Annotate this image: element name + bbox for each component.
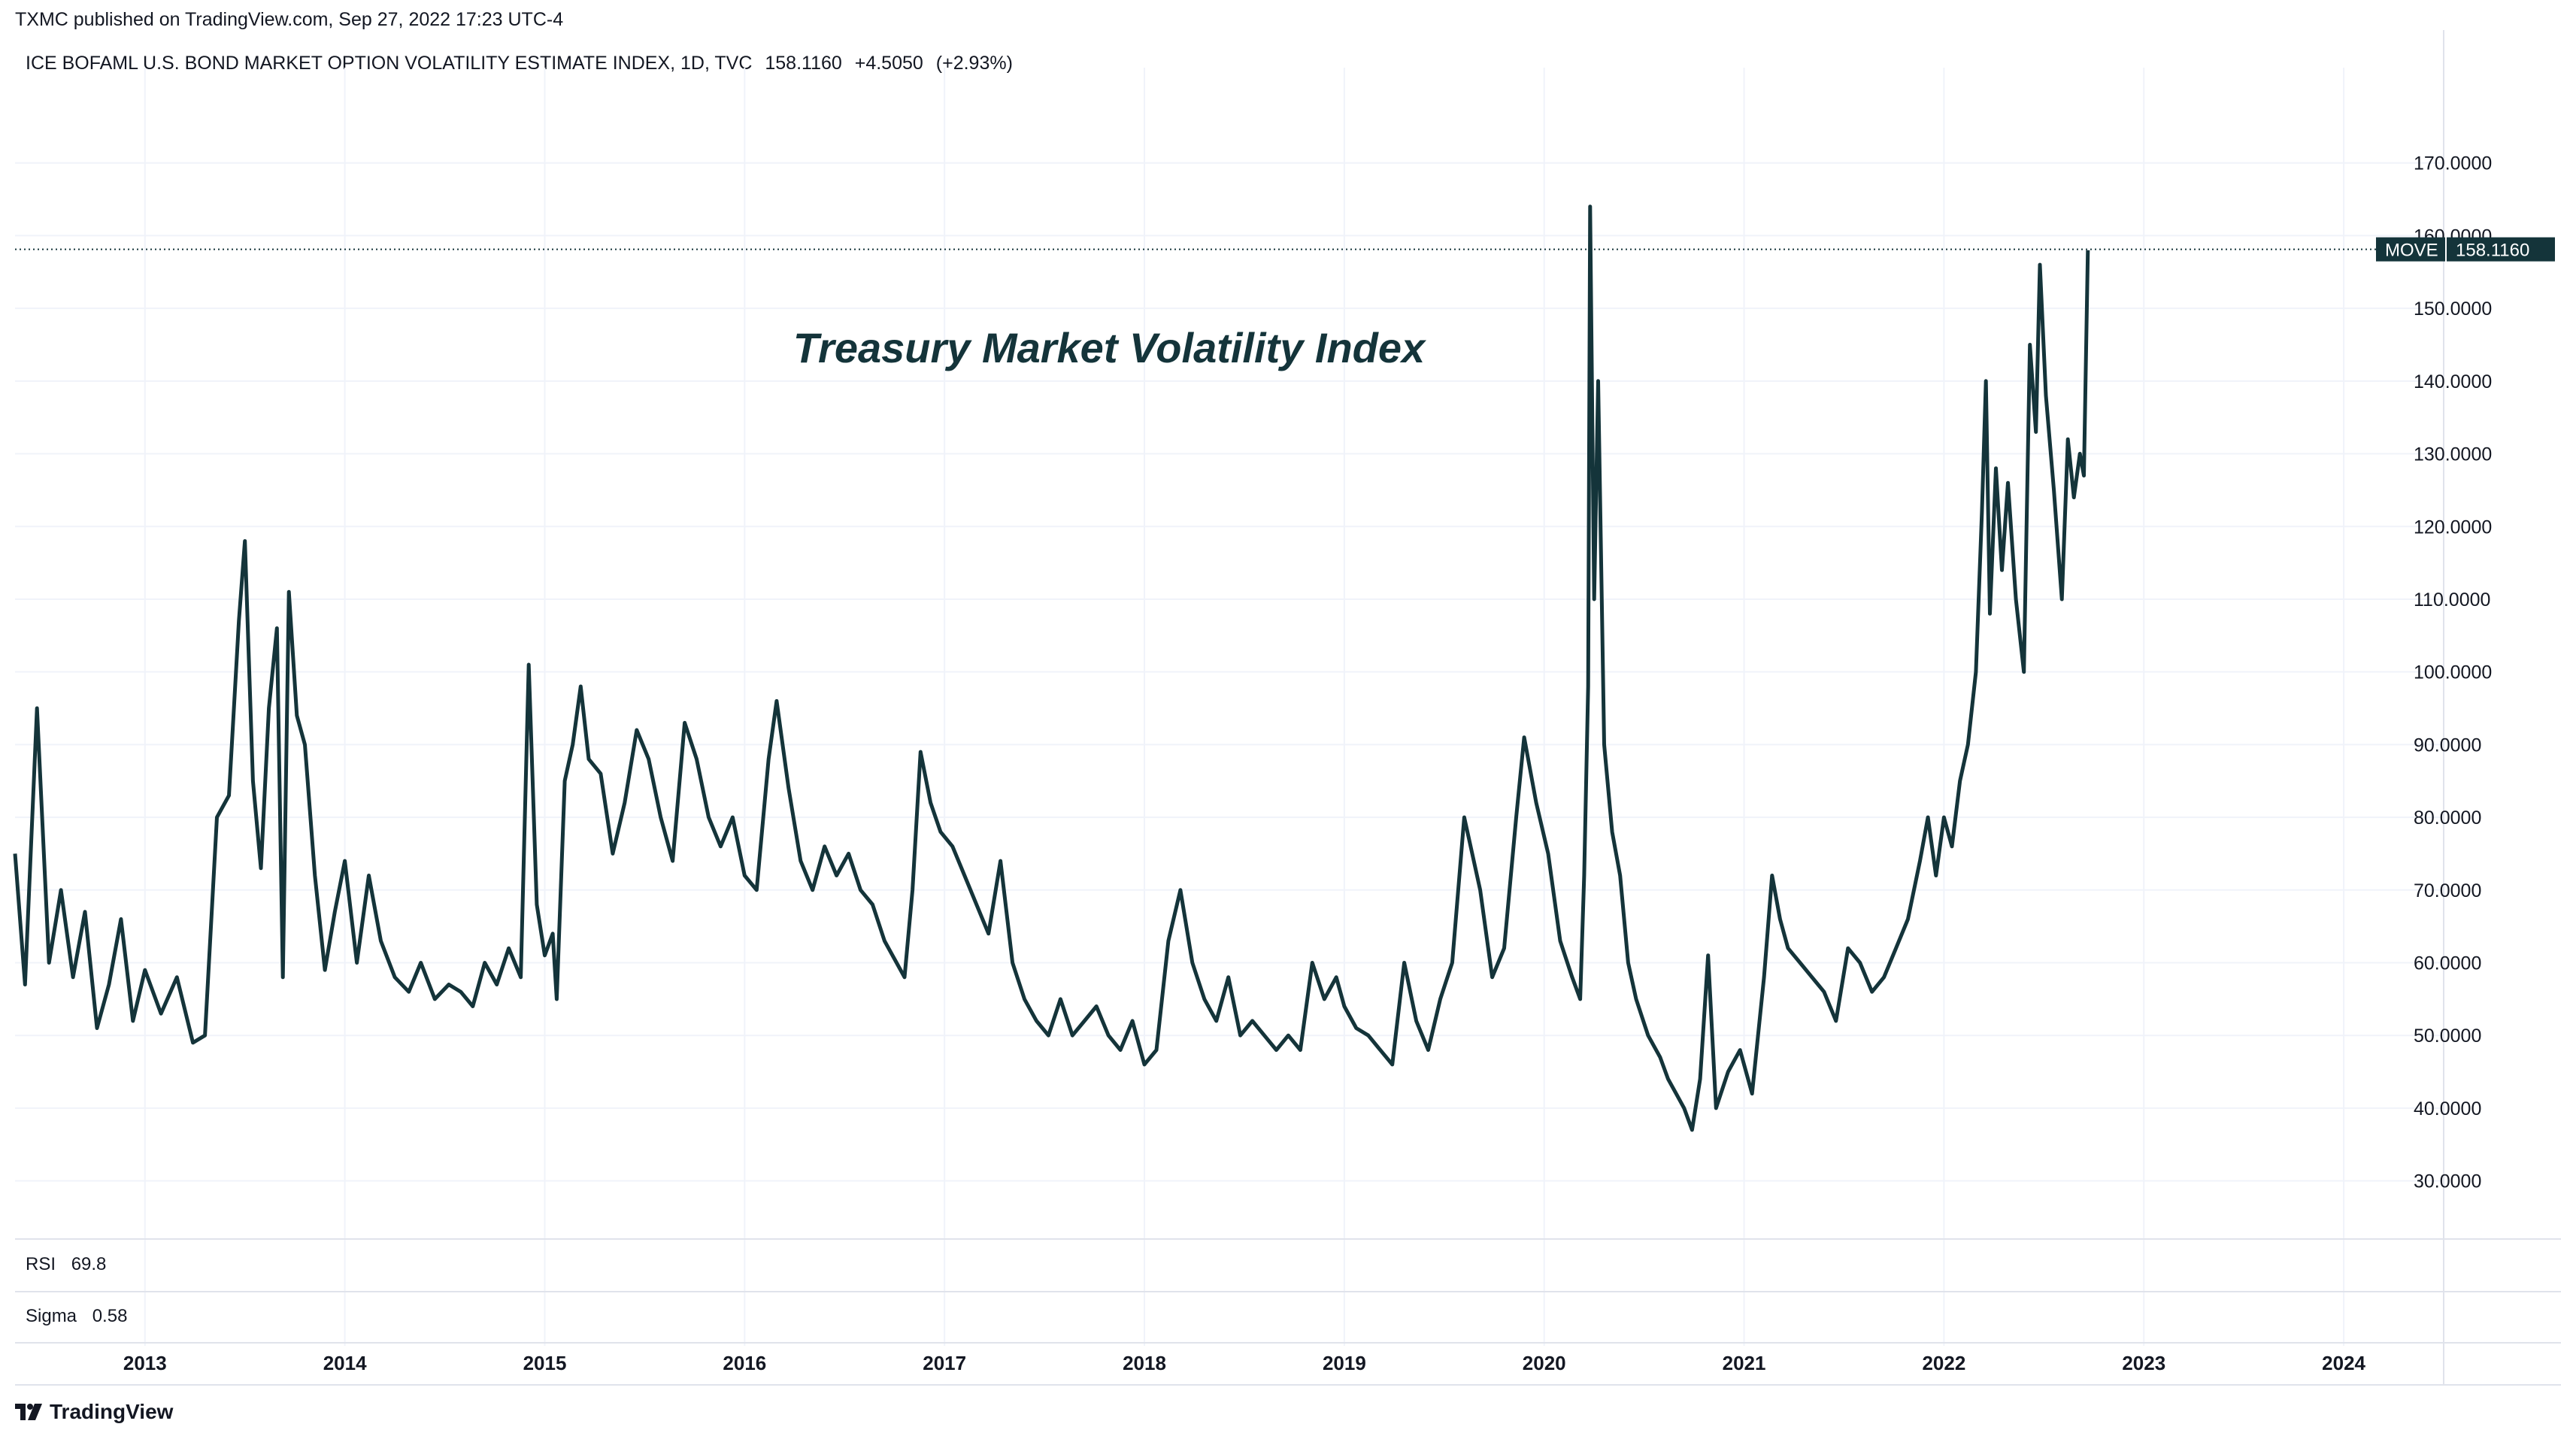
x-tick-label: 2018 [1123,1352,1166,1374]
price-tag-symbol-bg [2376,237,2445,262]
x-tick-label: 2024 [2322,1352,2365,1374]
rsi-legend[interactable]: RSI 69.8 [26,1254,117,1275]
price-tag-value: 158.1160 [2456,241,2529,261]
x-tick-label: 2016 [723,1352,766,1374]
symbol-name[interactable]: ICE BOFAML U.S. BOND MARKET OPTION VOLAT… [26,53,753,74]
price-change: +4.5050 [854,53,923,74]
sigma-legend[interactable]: Sigma 0.58 [26,1306,138,1327]
y-tick-label: 80.0000 [2414,807,2481,829]
x-tick-label: 2015 [523,1352,567,1374]
y-tick-label: 140.0000 [2414,371,2492,392]
price-change-percent: (+2.93%) [935,53,1013,74]
y-tick-label: 130.0000 [2414,444,2492,465]
y-tick-label: 30.0000 [2414,1171,2481,1192]
rsi-value: 69.8 [71,1254,107,1274]
x-tick-label: 2017 [923,1352,966,1374]
x-tick-label: 2021 [1723,1352,1766,1374]
price-axis[interactable]: 170.0000160.0000150.0000140.0000130.0000… [2414,153,2492,1192]
y-tick-label: 40.0000 [2414,1098,2481,1119]
brand-label: TradingView [50,1400,174,1423]
move-series-line [13,204,2090,1132]
x-tick-label: 2013 [123,1352,167,1374]
tradingview-brand[interactable]: TradingView [15,1400,173,1424]
chart-title: Treasury Market Volatility Index [793,324,1427,371]
sigma-name: Sigma [26,1306,77,1326]
price-tag-value-bg [2447,237,2555,262]
y-tick-label: 110.0000 [2414,589,2490,610]
last-price: 158.1160 [765,53,842,74]
y-tick-label: 100.0000 [2414,662,2492,683]
x-tick-label: 2023 [2122,1352,2165,1374]
y-tick-label: 60.0000 [2414,953,2481,974]
rsi-name: RSI [26,1254,56,1274]
y-tick-label: 70.0000 [2414,880,2481,901]
price-tag-symbol: MOVE [2385,241,2438,261]
sigma-value: 0.58 [92,1306,128,1326]
tradingview-logo-icon [15,1404,42,1420]
time-axis[interactable]: 2013 2014 2015 2016 2017 2018 2019 2020 2021 2022… [123,1352,2366,1374]
published-header: TXMC published on TradingView.com, Sep 2… [15,9,564,30]
y-tick-label: 90.0000 [2414,735,2481,756]
grid [15,68,2444,1346]
y-tick-label: 170.0000 [2414,153,2492,174]
symbol-legend: ICE BOFAML U.S. BOND MARKET OPTION VOLAT… [26,53,1020,74]
x-tick-label: 2020 [1523,1352,1566,1374]
y-tick-label: 50.0000 [2414,1025,2481,1047]
x-tick-label: 2014 [323,1352,367,1374]
y-tick-label: 120.0000 [2414,517,2492,538]
indicator-panes [15,30,2561,1386]
x-tick-label: 2019 [1323,1352,1366,1374]
x-tick-label: 2022 [1922,1352,1965,1374]
price-tag: MOVE 158.1160 [2376,237,2555,262]
y-tick-label: 150.0000 [2414,298,2492,320]
